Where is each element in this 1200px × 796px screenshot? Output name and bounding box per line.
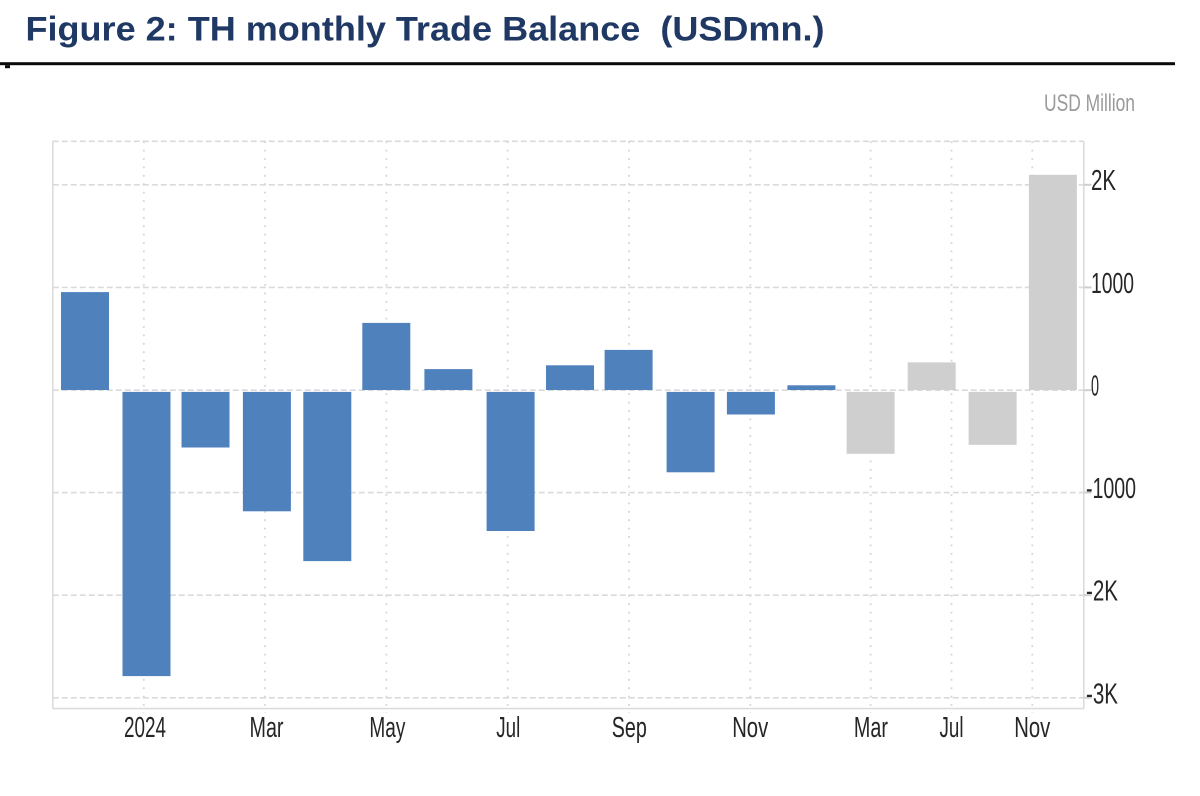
- svg-text:2024: 2024: [124, 712, 166, 744]
- svg-text:Mar: Mar: [250, 712, 284, 744]
- svg-text:Nov: Nov: [1014, 712, 1050, 744]
- svg-text:Mar: Mar: [854, 712, 888, 744]
- svg-text:-3K: -3K: [1086, 678, 1118, 710]
- svg-text:Figure 2: TH monthly Trade Bal: Figure 2: TH monthly Trade Balance (USDm…: [26, 11, 825, 49]
- svg-text:May: May: [369, 712, 405, 744]
- svg-text:-1000: -1000: [1086, 473, 1136, 505]
- svg-text:0: 0: [1091, 371, 1099, 403]
- svg-text:Jul: Jul: [940, 712, 964, 744]
- svg-text:Nov: Nov: [732, 712, 768, 744]
- svg-text:1000: 1000: [1091, 268, 1134, 300]
- svg-text:2K: 2K: [1091, 165, 1116, 197]
- svg-text:USD Million: USD Million: [1044, 90, 1135, 117]
- svg-text:Jul: Jul: [496, 712, 520, 744]
- svg-text:Sep: Sep: [612, 712, 647, 744]
- svg-text:-2K: -2K: [1086, 576, 1118, 608]
